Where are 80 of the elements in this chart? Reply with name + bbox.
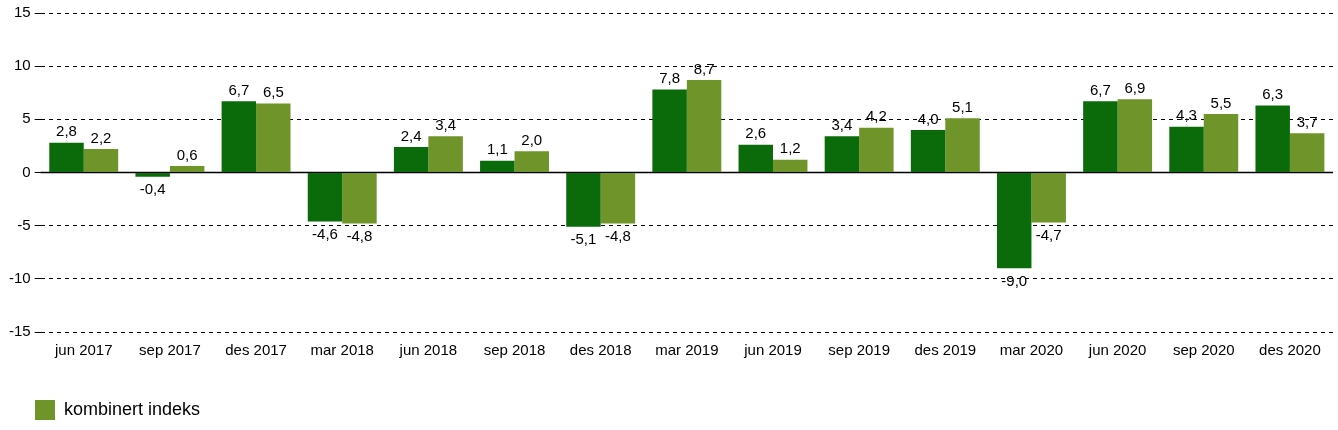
- bar: [256, 103, 291, 172]
- x-tick-label: jun 2019: [743, 341, 802, 359]
- data-label: 6,5: [262, 83, 284, 101]
- x-tick-label: mar 2020: [999, 341, 1064, 359]
- x-tick-label: jun 2018: [398, 341, 458, 359]
- data-label: 2,8: [56, 122, 77, 140]
- data-label: 6,9: [1124, 78, 1146, 96]
- data-label: 2,2: [90, 128, 112, 146]
- x-tick-label: mar 2019: [655, 341, 719, 359]
- bar: [135, 173, 170, 177]
- data-label: -4,6: [312, 225, 338, 243]
- data-label: 7,8: [659, 69, 681, 87]
- bar: [49, 142, 84, 172]
- data-label: 3,4: [831, 115, 853, 133]
- data-label: -5,1: [570, 230, 597, 248]
- bar: [600, 173, 636, 224]
- bar: [307, 173, 343, 222]
- bar: [342, 173, 377, 224]
- y-tick-label: 5: [22, 109, 31, 127]
- bar: [514, 151, 549, 172]
- y-tick-label: 0: [22, 162, 31, 180]
- bar: [83, 149, 119, 172]
- data-label: -4,8: [604, 227, 631, 245]
- bar: [824, 136, 860, 172]
- data-label: 1,2: [779, 139, 801, 157]
- bar: [1289, 133, 1325, 172]
- x-tick-label: jun 2020: [1087, 341, 1147, 359]
- bar: [566, 173, 601, 227]
- bar: [859, 127, 894, 172]
- data-label: 8,7: [693, 59, 715, 77]
- data-label: 2,0: [521, 130, 543, 148]
- bar: [1255, 105, 1290, 172]
- data-label: 0,6: [176, 145, 198, 163]
- data-label: 6,7: [1089, 80, 1111, 98]
- data-label: 1,1: [486, 140, 508, 158]
- x-tick-label: sep 2017: [139, 341, 201, 359]
- bar: [773, 159, 808, 172]
- bar: [997, 173, 1032, 269]
- x-tick-label: sep 2020: [1172, 341, 1235, 359]
- data-label: -9,0: [1001, 271, 1028, 289]
- bar: [1083, 101, 1118, 172]
- data-label: -0,4: [139, 180, 166, 198]
- data-label: -4,8: [346, 227, 373, 245]
- data-label: 2,6: [745, 124, 767, 142]
- bar: [652, 89, 687, 172]
- x-tick-label: sep 2019: [828, 341, 891, 359]
- y-tick-label: -15: [8, 322, 31, 340]
- y-tick-label: -5: [17, 215, 31, 233]
- y-tick-label: -10: [8, 268, 31, 286]
- bar: [1031, 173, 1066, 223]
- bar: [480, 160, 515, 172]
- bar: [1117, 99, 1153, 172]
- data-label: 4,2: [865, 107, 887, 125]
- bar: [945, 118, 980, 172]
- x-tick-label: sep 2018: [483, 341, 546, 359]
- bar: [910, 129, 946, 172]
- bar: [169, 166, 205, 172]
- data-label: 6,7: [228, 80, 250, 98]
- data-label: -4,7: [1035, 226, 1062, 244]
- bar: [738, 144, 773, 172]
- legend-label: kombinert indeks: [64, 398, 201, 419]
- y-tick-label: 15: [13, 3, 31, 21]
- x-tick-label: mar 2018: [310, 341, 374, 359]
- data-label: 3,4: [435, 115, 457, 133]
- x-tick-label: jun 2017: [53, 341, 113, 359]
- x-tick-label: des 2019: [914, 341, 977, 359]
- x-tick-label: des 2018: [569, 341, 632, 359]
- x-tick-label: des 2020: [1259, 341, 1321, 359]
- data-label: 5,5: [1210, 93, 1232, 111]
- data-label: 5,1: [952, 97, 973, 115]
- bar: [686, 79, 722, 172]
- x-tick-label: des 2017: [225, 341, 287, 359]
- bar: [1203, 114, 1239, 172]
- bar: [221, 101, 257, 172]
- data-label: 6,3: [1262, 85, 1284, 103]
- bar: [1169, 126, 1204, 172]
- data-label: 2,4: [400, 126, 422, 144]
- y-tick-label: 10: [13, 56, 31, 74]
- bar: [428, 136, 463, 172]
- bar: [393, 146, 429, 172]
